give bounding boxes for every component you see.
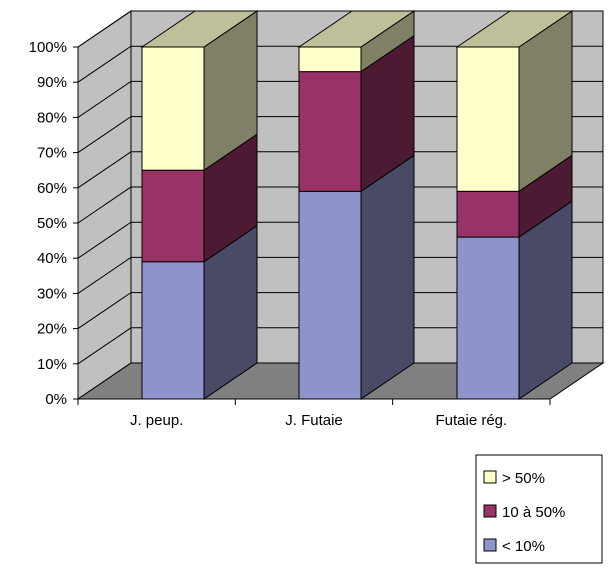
y-tick-label: 10%	[37, 356, 67, 373]
axis-labels: 0% 10% 20% 30% 40% 50% 60% 70% 80% 90% 100% J. peup…	[29, 39, 508, 429]
bar-top	[455, 10, 574, 48]
legend-label: > 50%	[502, 470, 545, 487]
bar-segment	[141, 46, 205, 171]
bar-top	[140, 10, 259, 48]
y-tick-label: 30%	[37, 285, 67, 302]
legend-swatch	[483, 538, 497, 552]
bars	[140, 10, 574, 400]
gridline	[77, 186, 603, 224]
gridline	[77, 80, 603, 118]
gridline	[77, 10, 603, 48]
x-tick-label: J. peup.	[130, 412, 183, 429]
y-tick-label: 70%	[37, 145, 67, 162]
gridline	[77, 256, 603, 294]
gridline	[77, 116, 603, 154]
y-tick-label: 40%	[37, 250, 67, 267]
gridline	[77, 292, 603, 330]
gridlines	[77, 10, 603, 365]
x-tick-label: J. Futaie	[285, 412, 343, 429]
legend-label: < 10%	[502, 538, 545, 555]
bar-side	[360, 154, 415, 400]
legend-swatch	[483, 504, 497, 518]
gridline	[77, 151, 603, 189]
legend-box	[475, 454, 603, 564]
bar-segment	[141, 261, 205, 400]
y-tick-label: 20%	[37, 321, 67, 338]
bar-top	[297, 10, 416, 48]
bar-segment	[141, 169, 205, 263]
y-tick-label: 90%	[37, 74, 67, 91]
bar-segment	[456, 190, 520, 238]
gridline	[77, 327, 603, 365]
y-tick-label: 100%	[29, 39, 67, 56]
legend: > 50% 10 à 50% < 10%	[475, 454, 603, 564]
gridline	[77, 45, 603, 83]
y-tick-label: 60%	[37, 180, 67, 197]
legend-swatch	[483, 470, 497, 484]
bar-segment	[298, 46, 362, 73]
bar-segment	[456, 236, 520, 400]
y-tick-label: 0%	[45, 391, 67, 408]
x-tick-label: Futaie rég.	[435, 412, 507, 429]
bar-segment	[298, 190, 362, 400]
y-tick-label: 80%	[37, 109, 67, 126]
bar-segment	[298, 71, 362, 192]
y-tick-label: 50%	[37, 215, 67, 232]
bar-segment	[456, 46, 520, 192]
gridline	[77, 221, 603, 259]
legend-label: 10 à 50%	[502, 504, 565, 521]
